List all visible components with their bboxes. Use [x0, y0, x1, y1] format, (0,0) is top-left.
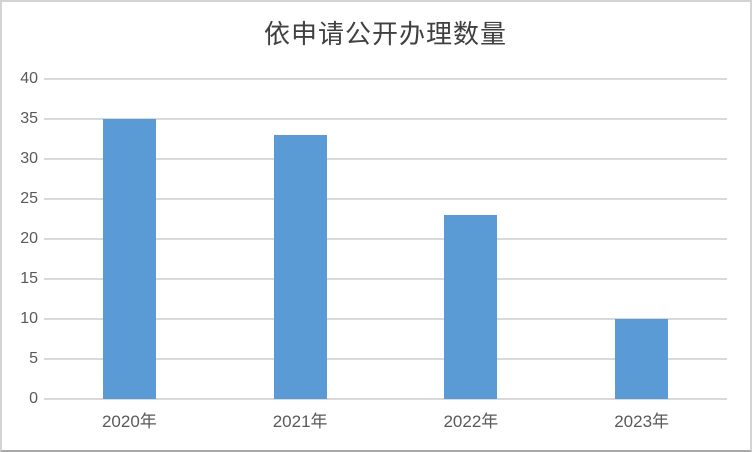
y-axis-tick-label: 35 [20, 110, 38, 127]
gridline-y0 [44, 398, 727, 400]
y-axis-tick-label: 15 [20, 270, 38, 287]
bar-2023年 [615, 319, 669, 399]
x-axis-category-label: 2022年 [443, 412, 499, 431]
x-axis-category-label: 2020年 [101, 412, 157, 431]
bar-2022年 [444, 215, 498, 399]
gridline-y30 [44, 158, 727, 160]
gridline-y35 [44, 118, 727, 120]
y-axis-tick-label: 40 [20, 70, 38, 87]
y-axis-tick-label: 30 [20, 150, 38, 167]
gridline-y20 [44, 238, 727, 240]
gridline-y10 [44, 318, 727, 320]
bar-2020年 [102, 119, 156, 399]
bar-2021年 [273, 135, 327, 399]
gridline-y5 [44, 358, 727, 360]
x-axis-category-label: 2023年 [614, 412, 670, 431]
y-axis-tick-label: 5 [29, 350, 38, 367]
y-axis-tick-label: 10 [20, 310, 38, 327]
x-axis-category-label: 2021年 [272, 412, 328, 431]
chart-title: 依申请公开办理数量 [263, 20, 507, 50]
gridline-y15 [44, 278, 727, 280]
gridline-y40 [44, 78, 727, 80]
gridline-y25 [44, 198, 727, 200]
y-axis-tick-label: 0 [29, 390, 38, 407]
y-axis-tick-label: 25 [20, 190, 38, 207]
y-axis-tick-label: 20 [20, 230, 38, 247]
